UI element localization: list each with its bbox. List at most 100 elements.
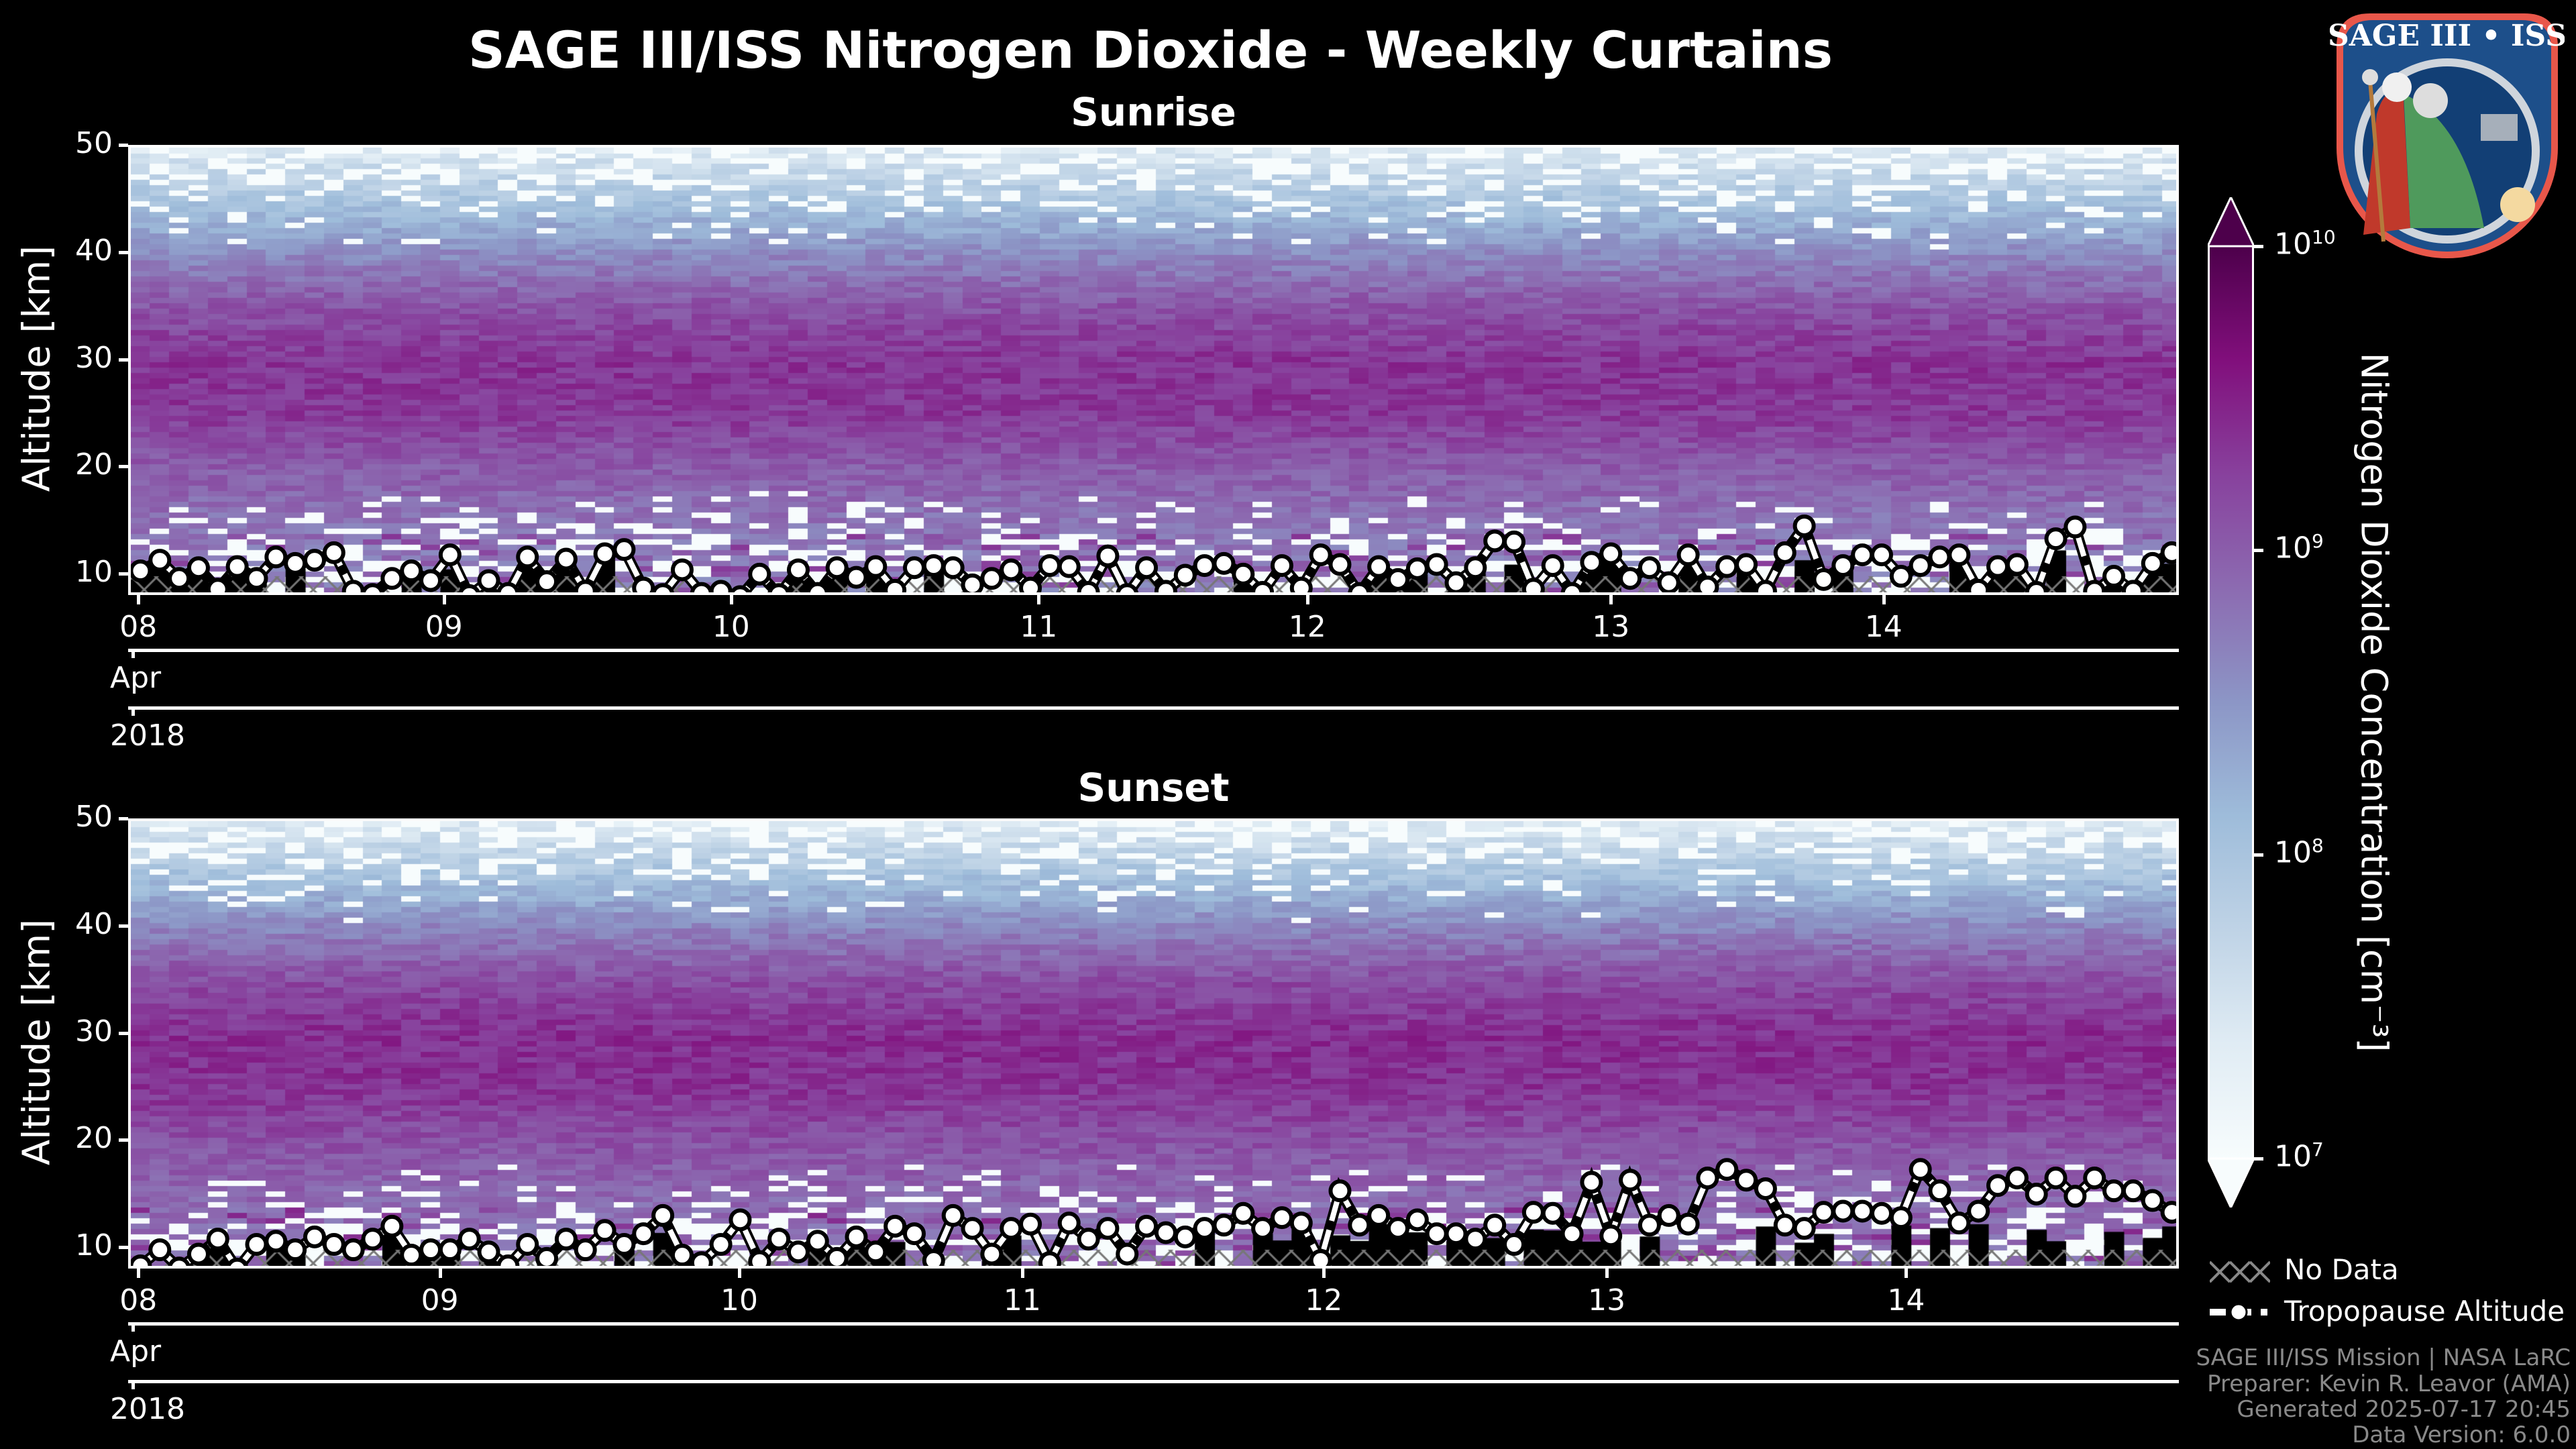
year-label: 2018	[110, 1392, 185, 1426]
tropopause-point	[1870, 1201, 1893, 1225]
tropopause-point	[593, 1219, 616, 1242]
tropopause-point	[2102, 1179, 2126, 1203]
tropopause-point	[361, 583, 384, 592]
tropopause-point	[1812, 568, 1835, 591]
tropopause-point	[264, 545, 288, 569]
tropopause-point	[2102, 565, 2126, 588]
tropopause-point	[961, 1217, 984, 1240]
tropopause-point	[845, 1225, 868, 1248]
tropopause-point	[131, 559, 152, 583]
tropopause-point	[1638, 1214, 1661, 1237]
tropopause-point	[226, 1257, 248, 1266]
tropopause-point	[1831, 1199, 1855, 1223]
y-tick-mark	[119, 358, 128, 362]
tropopause-point	[1405, 1208, 1429, 1232]
tropopause-point	[419, 1238, 443, 1262]
tropopause-point	[1638, 556, 1661, 580]
y-tick-mark	[119, 144, 128, 147]
tropopause-point	[1676, 1212, 1700, 1236]
tropopause-point	[284, 551, 307, 575]
tropopause-point	[903, 556, 926, 580]
x-tick-label-day: 10	[720, 1283, 758, 1318]
no-data-hatch-icon	[2210, 1260, 2270, 1283]
tropopause-point	[1328, 553, 1352, 576]
x-tick-mark	[1322, 1269, 1326, 1278]
tropopause-point	[1135, 556, 1159, 580]
tropopause-point	[1851, 543, 1874, 567]
tropopause-point	[1580, 1171, 1603, 1194]
tropopause-point	[1676, 543, 1700, 567]
tropopause-point	[1503, 530, 1526, 553]
tropopause-point	[419, 569, 443, 592]
colorbar-tick-mark	[2254, 245, 2263, 248]
tropopause-point	[322, 1233, 345, 1256]
tropopause-point	[2005, 553, 2029, 576]
tropopause-point	[2121, 1179, 2145, 1203]
tropopause-point	[2083, 1167, 2106, 1190]
tick-base: 10	[2274, 531, 2312, 566]
tick-base: 10	[2274, 227, 2312, 262]
y-tick-label: 10	[75, 555, 113, 590]
colorbar	[2208, 197, 2254, 1208]
tropopause-point	[2160, 1201, 2176, 1224]
tropopause-point	[496, 582, 520, 592]
tropopause-point	[1889, 1206, 1913, 1230]
tropopause-point	[458, 584, 480, 592]
x-tick-label-day: 11	[1003, 1283, 1041, 1318]
tick-base: 10	[2274, 1139, 2312, 1174]
y-tick-mark	[119, 817, 128, 820]
tropopause-point	[1657, 571, 1680, 592]
tropopause-series	[131, 514, 2176, 592]
tropopause-point	[1212, 551, 1236, 575]
tropopause-point	[516, 1233, 539, 1256]
tropopause-point	[980, 567, 1004, 590]
tropopause-point	[264, 1230, 288, 1253]
tropopause-point	[225, 555, 249, 578]
tropopause-point	[1096, 1217, 1120, 1240]
tropopause-point	[1754, 1177, 1777, 1200]
tick-base: 10	[2274, 835, 2312, 870]
x-tick-mark	[442, 595, 446, 604]
tropopause-point	[516, 545, 539, 569]
tropopause-point	[1000, 1217, 1023, 1240]
tropopause-point	[1599, 542, 1623, 566]
tropopause-point	[1619, 1169, 1642, 1192]
tropopause-point	[1986, 1174, 2010, 1197]
tropopause-point	[883, 578, 907, 592]
tropopause-point	[1116, 1242, 1139, 1266]
tropopause-point	[1812, 1201, 1835, 1224]
x-tick-mark	[1037, 595, 1041, 604]
tropopause-point	[806, 1230, 829, 1253]
tropopause-point	[1386, 568, 1409, 591]
tropopause-point	[1521, 578, 1545, 592]
credit-preparer: Preparer: Kevin R. Leavor (AMA)	[2207, 1371, 2571, 1397]
y-tick-mark	[119, 250, 128, 254]
tropopause-point	[1483, 529, 1507, 553]
tropopause-point	[1715, 1158, 1739, 1181]
tropopause-point	[1270, 1206, 1293, 1230]
panel-title: Sunset	[1077, 765, 1230, 810]
tropopause-point	[380, 567, 404, 590]
tropopause-point	[380, 1214, 404, 1238]
tropopause-point	[922, 1249, 945, 1266]
tropopause-point	[1464, 556, 1487, 580]
x-tick-label-day: 12	[1288, 610, 1326, 644]
y-axis-label: Altitude [km]	[15, 918, 59, 1165]
tropopause-point	[1193, 554, 1216, 578]
year-label: 2018	[110, 718, 185, 753]
tropopause-point	[1773, 541, 1796, 564]
tropopause-point	[477, 1240, 500, 1264]
y-tick-label: 20	[75, 447, 113, 482]
tropopause-point	[2005, 1167, 2029, 1190]
x-tick-label-day: 08	[119, 1283, 158, 1318]
y-tick-mark	[119, 1031, 128, 1035]
month-label: Apr	[110, 661, 162, 695]
tropopause-point	[1464, 1228, 1487, 1251]
tropopause-point	[206, 578, 229, 592]
tropopause-point	[1077, 581, 1100, 592]
tropopause-point	[612, 538, 636, 561]
x-tick-label-day: 14	[1887, 1283, 1925, 1318]
y-tick-label: 50	[75, 126, 113, 160]
sunrise-curtain-plot	[128, 145, 2179, 595]
tropopause-point	[1986, 555, 2010, 578]
